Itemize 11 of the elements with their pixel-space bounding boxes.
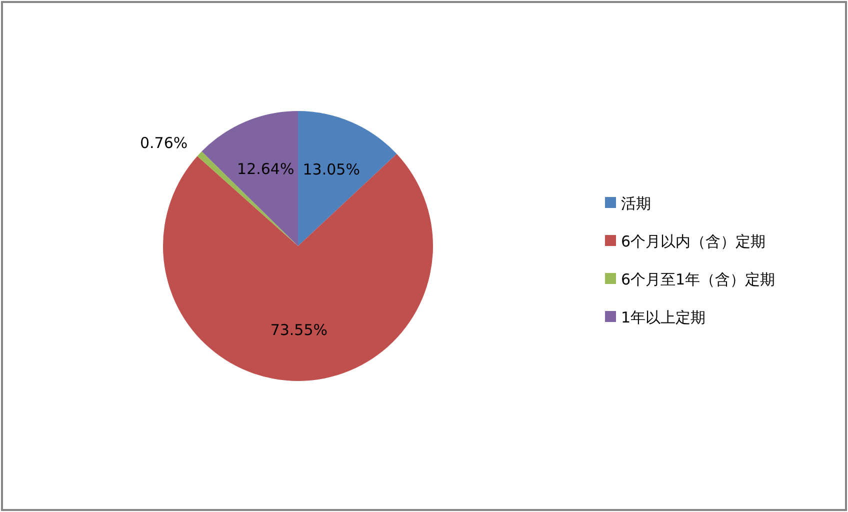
legend-label: 6个月以内（含）定期: [621, 232, 766, 250]
data-label: 0.76%: [140, 134, 188, 152]
pie-slice: [163, 154, 433, 381]
legend-label: 1年以上定期: [621, 308, 706, 326]
data-label: 13.05%: [302, 160, 360, 178]
pie-slice: [298, 111, 397, 246]
legend-label: 活期: [621, 194, 651, 212]
legend-label: 6个月至1年（含）定期: [621, 270, 776, 288]
pie-slice: [202, 111, 298, 246]
data-label: 73.55%: [270, 320, 328, 339]
data-label: 12.64%: [237, 160, 294, 178]
